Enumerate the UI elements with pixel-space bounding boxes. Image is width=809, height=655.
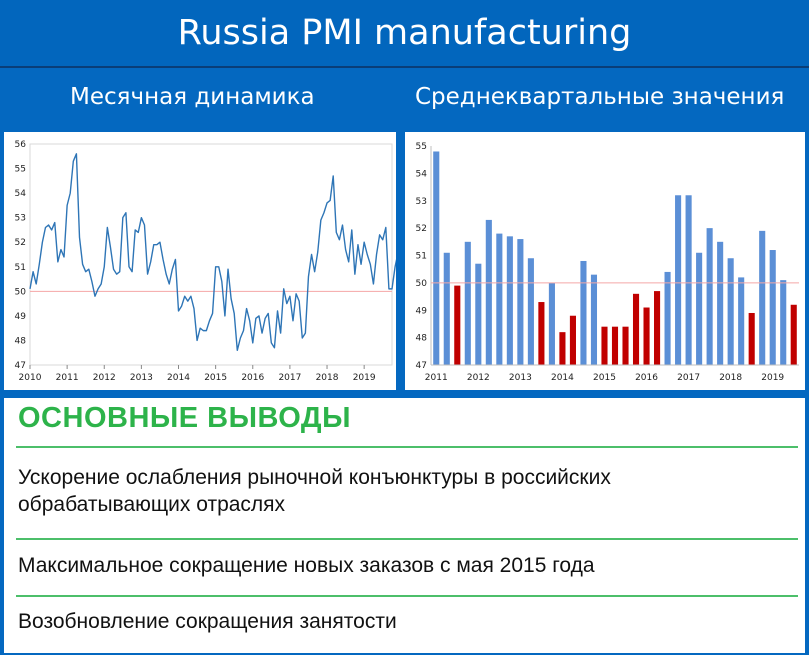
y-tick-label: 54 <box>15 189 27 199</box>
quarterly-bar <box>696 252 703 365</box>
y-tick-label: 52 <box>416 224 427 234</box>
page-title: Russia PMI manufacturing <box>0 0 809 68</box>
y-tick-label: 56 <box>15 140 27 150</box>
x-tick-label: 2011 <box>56 373 79 383</box>
quarterly-bar <box>443 252 450 365</box>
quarterly-bar <box>569 315 576 365</box>
y-tick-label: 54 <box>416 169 428 179</box>
x-tick-label: 2019 <box>761 373 784 383</box>
quarterly-bar <box>632 293 640 365</box>
quarterly-bar <box>506 236 513 365</box>
quarterly-bar <box>685 195 692 365</box>
y-tick-label: 55 <box>15 165 26 175</box>
y-tick-label: 50 <box>15 287 27 297</box>
y-tick-label: 49 <box>15 312 27 322</box>
y-tick-label: 47 <box>416 361 427 371</box>
quarterly-pmi-bar-chart: 47 48 49 50 51 52 53 54 55 2011 2012 2013 2014 2015 20… <box>416 142 799 383</box>
finding-item: Возобновление сокращения занятости <box>18 610 397 633</box>
y-tick-label: 53 <box>15 214 26 224</box>
quarterly-bar <box>717 241 724 365</box>
x-tick-label: 2012 <box>93 373 116 383</box>
finding-item: Максимальное сокращение новых заказов с … <box>18 554 595 577</box>
quarterly-bar <box>517 239 524 365</box>
x-tick-label: 2010 <box>19 373 42 383</box>
quarterly-bar <box>548 282 555 366</box>
x-tick-label: 2017 <box>677 373 700 383</box>
quarterly-chart-subtitle: Среднеквартальные значения <box>415 84 785 110</box>
plot-area-border <box>29 143 393 366</box>
quarterly-bar <box>559 332 566 365</box>
quarterly-bar <box>748 312 755 365</box>
findings-separator <box>16 538 798 540</box>
x-tick-label: 2019 <box>353 373 376 383</box>
quarterly-bar <box>538 302 545 365</box>
quarterly-bar <box>769 250 776 365</box>
quarterly-bar <box>759 230 766 365</box>
x-tick-label: 2013 <box>509 373 532 383</box>
quarterly-bar <box>780 280 787 365</box>
x-tick-label: 2015 <box>204 373 227 383</box>
y-tick-label: 49 <box>416 306 428 316</box>
x-tick-label: 2016 <box>241 373 264 383</box>
x-tick-label: 2018 <box>316 373 339 383</box>
quarterly-bar <box>464 241 471 365</box>
quarterly-bar <box>727 258 734 365</box>
y-tick-label: 51 <box>15 263 26 273</box>
quarterly-bar <box>475 263 482 365</box>
quarterly-bar <box>664 271 671 365</box>
quarterly-bar <box>454 285 461 365</box>
monthly-pmi-line-chart: 47 48 49 50 51 52 53 54 55 56 2010 2011 2012 2013 2014… <box>15 140 396 383</box>
quarterly-bar <box>527 258 534 365</box>
quarterly-bar <box>601 326 608 365</box>
finding-item: Ускорение ослабления рыночной конъюнктур… <box>18 466 611 516</box>
y-tick-label: 51 <box>416 252 427 262</box>
quarterly-bar <box>433 151 440 365</box>
quarterly-bar <box>496 233 503 365</box>
quarterly-bar <box>485 219 492 365</box>
x-tick-label: 2014 <box>167 373 190 383</box>
y-tick-label: 47 <box>15 361 26 371</box>
quarterly-bar <box>738 277 745 365</box>
x-tick-label: 2015 <box>593 373 616 383</box>
y-tick-label: 52 <box>15 238 26 248</box>
x-tick-label: 2014 <box>551 373 574 383</box>
pmi-monthly-series-line <box>29 153 396 351</box>
x-tick-label: 2013 <box>130 373 153 383</box>
x-tick-label: 2017 <box>278 373 301 383</box>
key-findings-heading: ОСНОВНЫЕ ВЫВОДЫ <box>18 402 351 434</box>
x-tick-label: 2018 <box>719 373 742 383</box>
y-tick-label: 48 <box>15 336 27 346</box>
y-tick-label: 53 <box>416 197 427 207</box>
quarterly-bar <box>590 274 598 365</box>
quarterly-bar <box>611 326 619 365</box>
y-tick-label: 48 <box>416 334 428 344</box>
quarterly-bar <box>643 307 650 365</box>
key-findings-panel: ОСНОВНЫЕ ВЫВОДЫ Ускорение ослабления рын… <box>4 398 805 653</box>
quarterly-chart-panel: 47 48 49 50 51 52 53 54 55 2011 2012 2013 2014 2015 20… <box>405 132 805 390</box>
x-tick-label: 2012 <box>467 373 490 383</box>
quarterly-bar <box>790 304 797 365</box>
y-tick-label: 55 <box>416 142 427 152</box>
quarterly-bar <box>706 228 713 366</box>
quarterly-bar <box>622 326 629 365</box>
x-tick-label: 2011 <box>425 373 448 383</box>
monthly-chart-panel: 47 48 49 50 51 52 53 54 55 56 2010 2011 2012 2013 2014… <box>4 132 396 390</box>
quarterly-bar <box>675 195 682 365</box>
quarterly-bar <box>580 260 587 365</box>
quarterly-bar <box>654 291 661 365</box>
findings-separator <box>16 595 798 597</box>
findings-separator <box>16 446 798 448</box>
x-tick-label: 2016 <box>635 373 658 383</box>
monthly-chart-subtitle: Месячная динамика <box>70 84 315 110</box>
y-tick-label: 50 <box>416 279 428 289</box>
